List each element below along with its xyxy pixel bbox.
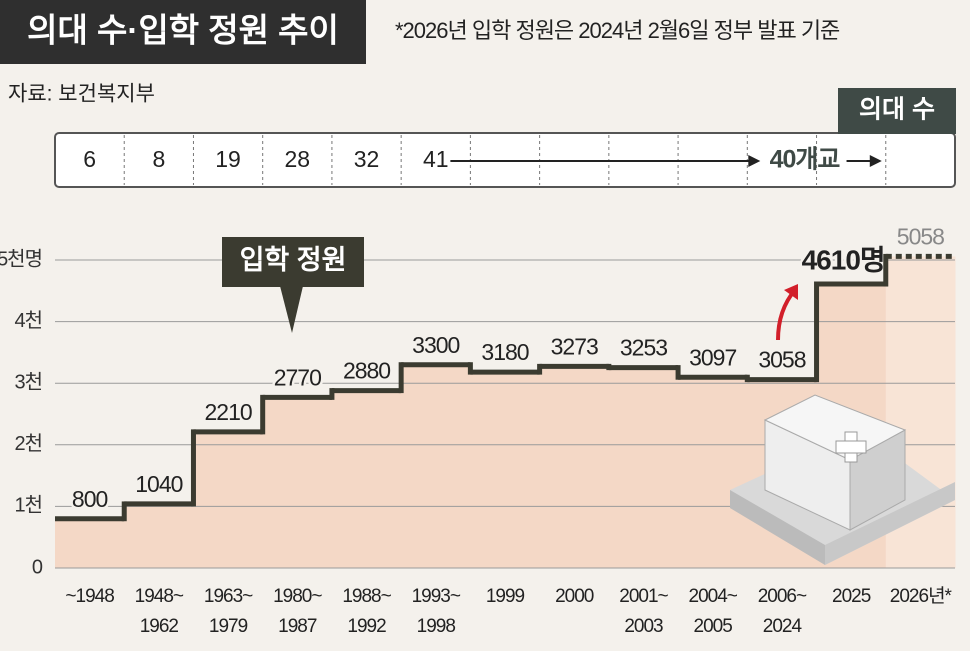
note: *2026년 입학 정원은 2024년 2월6일 정부 발표 기준 <box>395 18 840 43</box>
area-fill <box>539 366 610 568</box>
school-count: 32 <box>354 146 380 172</box>
x-tick-label: 1988~ 1992 <box>342 586 391 637</box>
value-label: 3180 <box>481 339 528 365</box>
area-fill <box>331 390 402 568</box>
area-fill <box>262 397 333 568</box>
school-count: 19 <box>215 146 241 172</box>
school-count: 8 <box>152 146 165 172</box>
school-label-box <box>838 88 956 134</box>
school-latest: 40개교 <box>770 146 841 174</box>
rise-arrow <box>776 288 797 341</box>
y-tick-label: 1천 <box>14 494 42 517</box>
value-label: 3097 <box>689 344 736 370</box>
school-label: 의대 수 <box>859 96 935 124</box>
school-arrow-head <box>748 155 761 167</box>
x-tick-label: 2000 <box>555 586 594 607</box>
value-label: 2770 <box>274 364 321 390</box>
hospital-icon <box>730 394 955 565</box>
annotation-pointer <box>280 286 303 333</box>
x-tick-label: 2026년* <box>889 586 952 607</box>
area-fill <box>608 367 679 568</box>
y-tick-label: 5천명 <box>0 247 42 270</box>
x-tick-label: 2025 <box>832 586 871 607</box>
x-tick-label: 1948~ 1962 <box>134 586 184 637</box>
x-tick-label: 1993~ 1998 <box>411 586 461 637</box>
value-label: 3253 <box>620 335 667 361</box>
area-fill <box>55 518 125 568</box>
value-label: 3300 <box>412 332 459 358</box>
x-tick-label: ~1948 <box>65 586 114 607</box>
y-tick-label: 3천 <box>14 370 42 393</box>
y-tick-label: 2천 <box>14 432 42 455</box>
area-fill <box>193 431 264 568</box>
area-fill <box>401 364 471 568</box>
school-arrow-head <box>869 155 882 167</box>
school-count: 28 <box>285 146 311 172</box>
area-fill <box>470 372 541 568</box>
school-count: 6 <box>83 146 96 172</box>
rise-arrow-head <box>784 284 798 300</box>
x-tick-label: 2004~ 2005 <box>688 586 738 637</box>
x-tick-label: 1980~ 1987 <box>273 586 322 637</box>
x-tick-label: 2006~ 2024 <box>757 586 807 637</box>
value-label: 2880 <box>343 358 390 384</box>
y-tick-label: 0 <box>32 556 43 578</box>
value-label: 5058 <box>897 224 944 250</box>
school-count: 41 <box>423 146 449 172</box>
value-label: 800 <box>72 486 108 512</box>
source: 자료: 보건복지부 <box>8 83 155 106</box>
y-tick-label: 4천 <box>14 309 42 332</box>
value-label: 4610명 <box>802 244 885 275</box>
annotation-box <box>222 237 364 287</box>
area-fill <box>678 377 748 568</box>
value-label: 1040 <box>135 471 182 497</box>
value-label: 3058 <box>758 347 805 373</box>
x-tick-label: 2001~ 2003 <box>619 586 668 637</box>
title-box <box>0 0 366 64</box>
value-label: 3273 <box>551 333 598 359</box>
x-tick-label: 1963~ 1979 <box>203 586 253 637</box>
annotation: 입학 정원 <box>240 245 347 275</box>
title: 의대 수·입학 정원 추이 <box>27 12 339 49</box>
value-label: 2210 <box>204 399 251 425</box>
x-tick-label: 1999 <box>485 586 525 607</box>
area-fill <box>124 503 194 568</box>
